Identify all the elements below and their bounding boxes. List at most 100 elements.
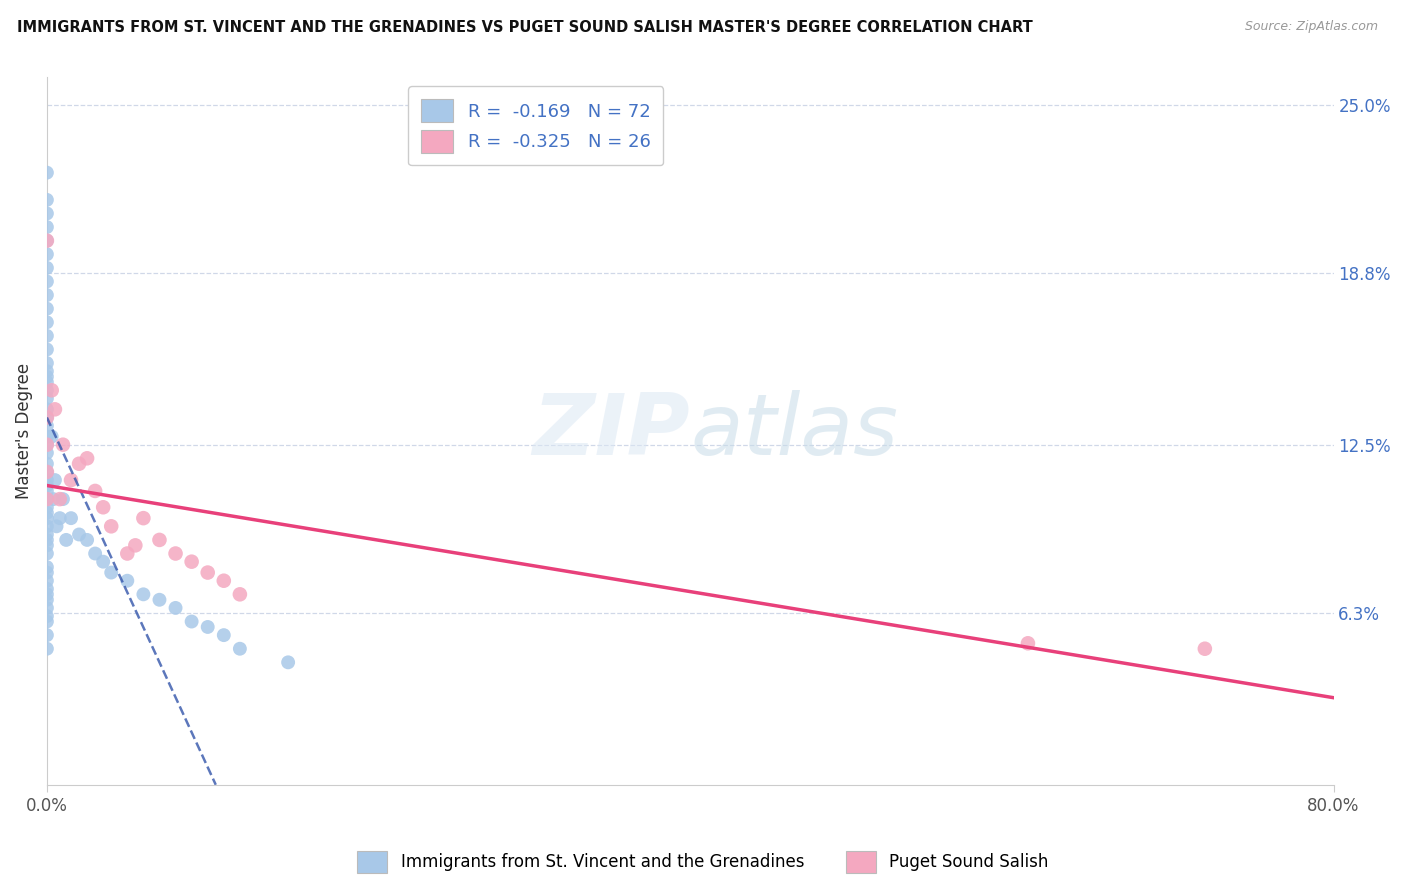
Point <box>132 587 155 601</box>
Point <box>35 220 58 235</box>
Point <box>44 473 66 487</box>
Point <box>35 547 58 561</box>
Point <box>1194 641 1216 656</box>
Legend: Immigrants from St. Vincent and the Grenadines, Puget Sound Salish: Immigrants from St. Vincent and the Gren… <box>350 845 1056 880</box>
Point <box>35 615 58 629</box>
Point <box>35 193 58 207</box>
Point <box>52 492 75 507</box>
Point <box>84 547 107 561</box>
Point <box>35 315 58 329</box>
Point <box>35 473 58 487</box>
Point <box>35 492 58 507</box>
Point <box>35 375 58 389</box>
Point <box>35 384 58 398</box>
Point <box>35 500 58 515</box>
Point <box>35 609 58 624</box>
Point <box>52 438 75 452</box>
Point <box>35 457 58 471</box>
Point <box>35 483 58 498</box>
Point <box>124 538 146 552</box>
Point <box>49 511 72 525</box>
Point <box>35 410 58 425</box>
Point <box>35 628 58 642</box>
Point <box>35 566 58 580</box>
Point <box>91 500 114 515</box>
Point <box>197 620 219 634</box>
Point <box>35 446 58 460</box>
Point <box>60 473 83 487</box>
Point <box>35 234 58 248</box>
Point <box>1017 636 1039 650</box>
Point <box>45 519 67 533</box>
Point <box>35 560 58 574</box>
Point <box>41 429 63 443</box>
Point <box>35 438 58 452</box>
Text: atlas: atlas <box>690 390 898 473</box>
Point <box>229 587 252 601</box>
Point <box>35 392 58 406</box>
Point <box>117 547 139 561</box>
Point <box>42 492 65 507</box>
Text: Source: ZipAtlas.com: Source: ZipAtlas.com <box>1244 20 1378 33</box>
Point <box>35 369 58 384</box>
Legend: R =  -0.169   N = 72, R =  -0.325   N = 26: R = -0.169 N = 72, R = -0.325 N = 26 <box>408 87 664 165</box>
Point <box>35 511 58 525</box>
Point <box>67 527 90 541</box>
Point <box>35 247 58 261</box>
Y-axis label: Master's Degree: Master's Degree <box>15 363 32 500</box>
Point <box>35 234 58 248</box>
Text: IMMIGRANTS FROM ST. VINCENT AND THE GRENADINES VS PUGET SOUND SALISH MASTER'S DE: IMMIGRANTS FROM ST. VINCENT AND THE GREN… <box>17 20 1032 35</box>
Point <box>35 592 58 607</box>
Point <box>35 166 58 180</box>
Point <box>117 574 139 588</box>
Point <box>35 574 58 588</box>
Point <box>35 260 58 275</box>
Point <box>60 511 83 525</box>
Point <box>212 628 235 642</box>
Point <box>35 343 58 357</box>
Point <box>35 601 58 615</box>
Point <box>229 641 252 656</box>
Point <box>35 519 58 533</box>
Point <box>35 533 58 547</box>
Point <box>35 582 58 596</box>
Point <box>49 492 72 507</box>
Point <box>100 566 122 580</box>
Point <box>197 566 219 580</box>
Point <box>35 538 58 552</box>
Point <box>148 533 170 547</box>
Point <box>84 483 107 498</box>
Point <box>35 410 58 425</box>
Point <box>35 329 58 343</box>
Point <box>35 587 58 601</box>
Point <box>277 656 299 670</box>
Point <box>67 457 90 471</box>
Point <box>212 574 235 588</box>
Point <box>35 206 58 220</box>
Point <box>35 478 58 492</box>
Point <box>91 555 114 569</box>
Point <box>35 465 58 479</box>
Point <box>55 533 77 547</box>
Point <box>165 547 187 561</box>
Point <box>76 451 98 466</box>
Point <box>100 519 122 533</box>
Point <box>41 384 63 398</box>
Point <box>35 301 58 316</box>
Point <box>44 402 66 417</box>
Point <box>35 492 58 507</box>
Text: ZIP: ZIP <box>533 390 690 473</box>
Point <box>180 615 202 629</box>
Point <box>35 356 58 370</box>
Point <box>76 533 98 547</box>
Point <box>35 438 58 452</box>
Point <box>148 592 170 607</box>
Point <box>165 601 187 615</box>
Point <box>132 511 155 525</box>
Point <box>35 418 58 433</box>
Point <box>35 429 58 443</box>
Point <box>35 364 58 378</box>
Point <box>35 275 58 289</box>
Point <box>180 555 202 569</box>
Point <box>35 288 58 302</box>
